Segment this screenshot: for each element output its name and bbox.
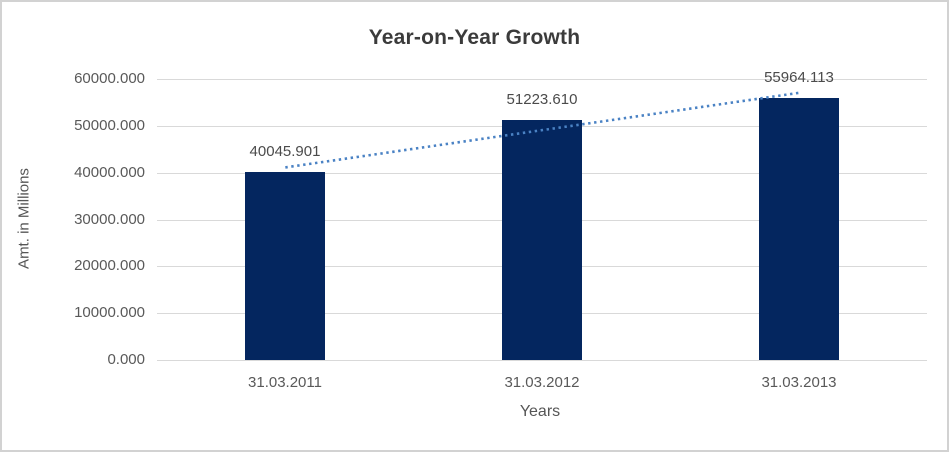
y-tick-label: 0.000	[107, 351, 145, 368]
y-tick-label: 40000.000	[74, 164, 145, 181]
bar	[502, 120, 582, 360]
x-tick-label: 31.03.2011	[248, 374, 322, 391]
y-tick-label: 60000.000	[74, 70, 145, 87]
gridline	[157, 78, 927, 80]
x-axis-title: Years	[519, 403, 561, 420]
data-label: 55964.113	[764, 69, 834, 86]
data-label: 40045.901	[249, 143, 321, 160]
bar	[245, 172, 325, 360]
gridline	[157, 359, 927, 361]
x-tick-label: 31.03.2012	[504, 374, 580, 391]
y-tick-label: 50000.000	[74, 117, 145, 134]
y-tick-label: 20000.000	[74, 257, 145, 274]
chart-title: Year-on-Year Growth	[368, 26, 581, 49]
y-tick-label: 30000.000	[74, 211, 145, 228]
bar	[759, 98, 839, 360]
data-label: 51223.610	[506, 91, 578, 108]
x-tick-label: 31.03.2013	[761, 374, 837, 391]
y-tick-label: 10000.000	[74, 304, 145, 321]
